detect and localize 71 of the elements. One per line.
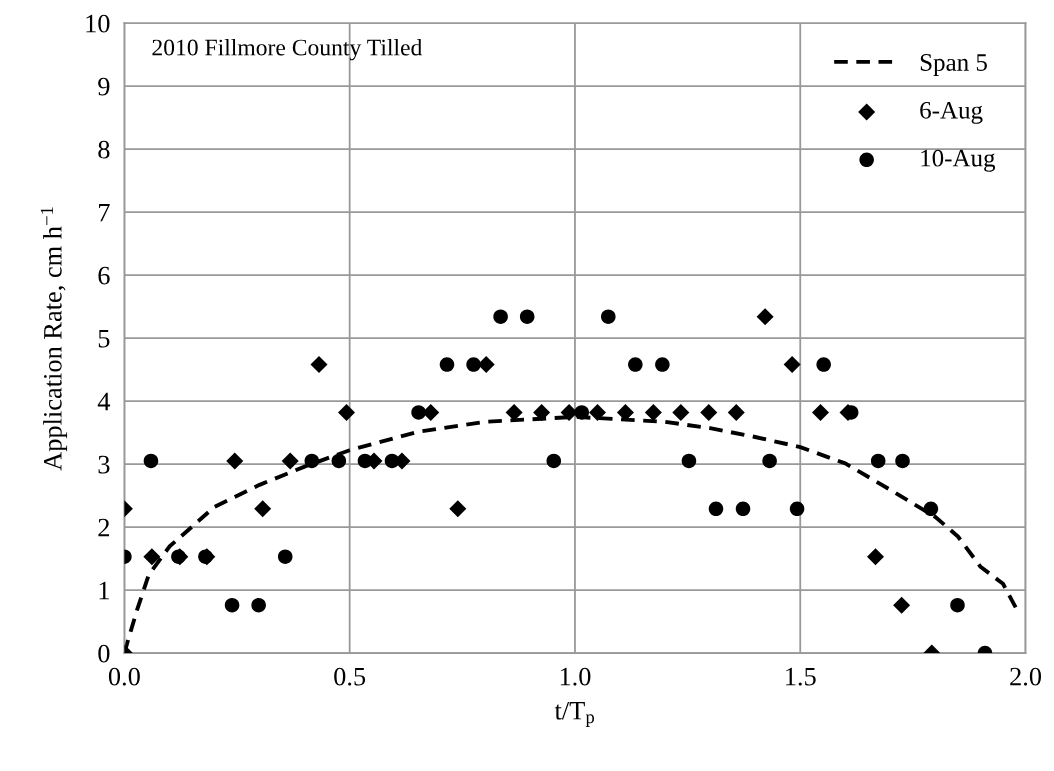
y-tick-label: 9 — [98, 77, 110, 96]
y-tick-label: 5 — [98, 329, 110, 348]
point — [756, 308, 774, 326]
point — [519, 309, 535, 324]
point — [923, 501, 939, 517]
y-tick-label: 1 — [99, 581, 109, 600]
point — [700, 403, 718, 421]
annotation: 2010 Fillmore County Tilled — [152, 38, 423, 61]
point — [505, 403, 523, 421]
point — [226, 452, 244, 470]
point — [727, 403, 745, 421]
point — [281, 452, 299, 470]
y-tick-label: 6 — [98, 266, 110, 285]
point — [411, 405, 426, 420]
point — [783, 356, 801, 374]
point — [224, 597, 240, 613]
legend-label: Span 5 — [920, 54, 987, 76]
point — [870, 453, 886, 469]
point — [588, 403, 606, 421]
point — [310, 356, 328, 374]
x-tick-label: 1.5 — [786, 667, 816, 686]
point — [601, 309, 616, 324]
point — [198, 549, 213, 564]
point — [708, 501, 724, 517]
point — [866, 548, 884, 566]
point — [628, 357, 643, 372]
point — [672, 403, 690, 421]
y-tick-label: 8 — [98, 140, 110, 159]
y-tick-label: 10 — [86, 14, 110, 33]
point — [816, 357, 831, 372]
point — [143, 453, 159, 469]
point — [357, 453, 373, 469]
point — [762, 453, 777, 469]
point — [644, 403, 662, 421]
x-axis-title: t/T$_{p}$ — [554, 701, 595, 727]
point — [277, 549, 293, 564]
point — [681, 453, 697, 469]
x-tick-label: 0.0 — [108, 667, 140, 686]
point — [304, 453, 320, 469]
legend-label: 6-Aug — [920, 101, 983, 124]
point — [950, 597, 965, 613]
point — [574, 405, 589, 420]
x-tick-label: 0.5 — [334, 667, 366, 686]
point — [384, 453, 400, 469]
point — [338, 403, 356, 421]
point — [171, 549, 186, 564]
point — [254, 500, 272, 518]
point — [893, 596, 911, 614]
point — [655, 357, 670, 372]
point — [546, 453, 562, 469]
point — [466, 357, 481, 372]
y-tick-label: 0 — [98, 644, 110, 663]
y-tick-label: 2 — [98, 518, 110, 537]
point — [533, 403, 551, 421]
point — [449, 500, 467, 518]
x-tick-label: 1.0 — [560, 667, 591, 686]
point — [895, 453, 910, 469]
point — [812, 403, 830, 421]
x-tick-label: 2.0 — [1010, 667, 1042, 686]
point — [493, 309, 508, 324]
point — [251, 597, 266, 613]
point — [439, 357, 455, 372]
point — [735, 501, 751, 517]
legend-label: 10-Aug — [921, 149, 996, 172]
y-tick-label: 3 — [98, 455, 110, 474]
y-tick-label: 4 — [97, 392, 111, 411]
point — [143, 548, 161, 566]
point — [331, 453, 347, 469]
point — [789, 501, 805, 517]
y-tick-label: 7 — [99, 203, 110, 222]
y-axis-title: Application Rate, cm h$^{−1}$ — [40, 207, 68, 471]
